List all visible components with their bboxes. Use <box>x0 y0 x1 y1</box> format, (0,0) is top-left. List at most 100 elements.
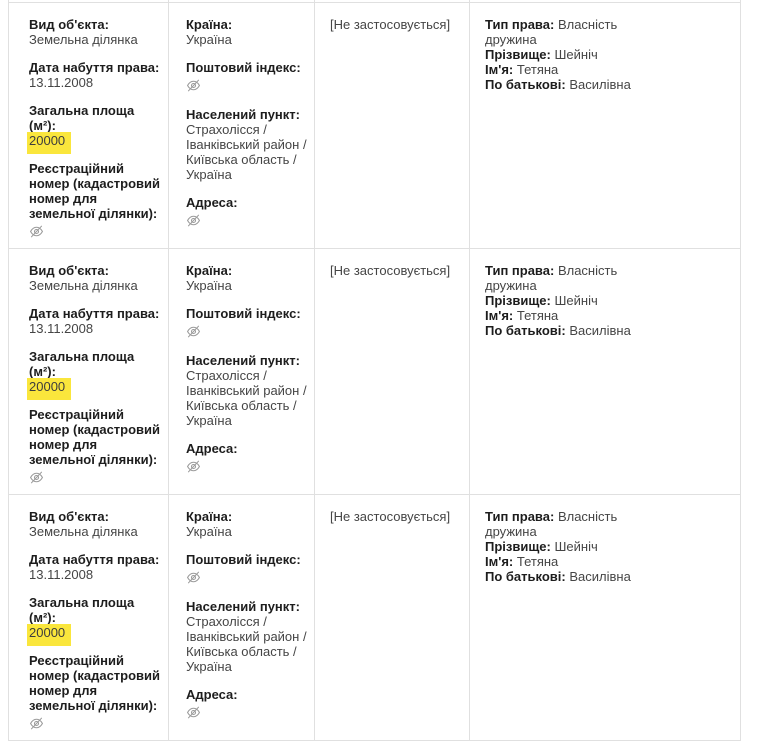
country-group: Країна: Україна <box>186 263 312 293</box>
total-area-label: Загальна площа (м²): <box>29 595 135 625</box>
right-type-value: Власність <box>557 17 618 32</box>
patronymic-value: Василівна <box>569 77 631 92</box>
object-kind-label: Вид об'єкта: <box>29 263 109 278</box>
total-area-group: Загальна площа (м²): 20000 <box>27 595 162 646</box>
registration-number-label: Реєстраційний номер (кадастровий номер д… <box>29 653 161 713</box>
surname-value: Шейніч <box>554 293 598 308</box>
eye-off-icon <box>186 460 201 473</box>
registration-number-label: Реєстраційний номер (кадастровий номер д… <box>29 407 161 467</box>
eye-off-icon <box>186 706 201 719</box>
address-group: Адреса: <box>186 441 312 475</box>
registration-number-group: Реєстраційний номер (кадастровий номер д… <box>29 407 162 486</box>
patronymic-label: По батькові: <box>485 569 566 584</box>
acquire-date-group: Дата набуття права: 13.11.2008 <box>29 306 162 336</box>
settlement-value: Страхолісся / Іванківський район / Київс… <box>186 122 307 182</box>
cell-not-applicable: [Не застосовується] <box>314 494 470 741</box>
address-label: Адреса: <box>186 195 238 210</box>
acquire-date-group: Дата набуття права: 13.11.2008 <box>29 552 162 582</box>
country-value: Україна <box>186 278 232 293</box>
cell-rights-info: Тип права: Власність дружина Прізвище: Ш… <box>469 248 741 495</box>
address-label: Адреса: <box>186 687 238 702</box>
owner-relation-value: дружина <box>485 32 537 47</box>
declaration-page: { "colors": { "highlight": "#fae63c", "b… <box>8 0 741 741</box>
object-kind-label: Вид об'єкта: <box>29 509 109 524</box>
settlement-group: Населений пункт: Страхолісся / Іванківсь… <box>186 599 312 674</box>
cell-location-info: Країна: Україна Поштовий індекс: Населен… <box>168 494 315 741</box>
eye-off-icon <box>186 79 201 92</box>
patronymic-label: По батькові: <box>485 323 566 338</box>
first-name-label: Ім'я: <box>485 554 514 569</box>
country-value: Україна <box>186 32 232 47</box>
registration-number-hidden-value <box>29 224 162 240</box>
total-area-value-highlighted: 20000 <box>27 624 72 646</box>
table-row: Вид об'єкта: Земельна ділянка Дата набут… <box>8 494 741 741</box>
postal-code-group: Поштовий індекс: <box>186 552 312 586</box>
surname-label: Прізвище: <box>485 539 551 554</box>
total-area-group: Загальна площа (м²): 20000 <box>27 349 162 400</box>
table-row: Вид об'єкта: Земельна ділянка Дата набут… <box>8 248 741 495</box>
country-label: Країна: <box>186 17 233 32</box>
postal-code-group: Поштовий індекс: <box>186 306 312 340</box>
country-label: Країна: <box>186 509 233 524</box>
postal-code-hidden-value <box>186 324 312 340</box>
object-kind-group: Вид об'єкта: Земельна ділянка <box>29 509 162 539</box>
country-group: Країна: Україна <box>186 509 312 539</box>
acquire-date-group: Дата набуття права: 13.11.2008 <box>29 60 162 90</box>
cell-location-info: Країна: Україна Поштовий індекс: Населен… <box>168 248 315 495</box>
acquire-date-value: 13.11.2008 <box>29 321 94 336</box>
registration-number-hidden-value <box>29 470 162 486</box>
surname-value: Шейніч <box>554 47 598 62</box>
owner-relation-value: дружина <box>485 524 537 539</box>
object-kind-label: Вид об'єкта: <box>29 17 109 32</box>
address-label: Адреса: <box>186 441 238 456</box>
settlement-group: Населений пункт: Страхолісся / Іванківсь… <box>186 353 312 428</box>
cell-not-applicable: [Не застосовується] <box>314 2 470 249</box>
object-kind-group: Вид об'єкта: Земельна ділянка <box>29 17 162 47</box>
address-group: Адреса: <box>186 195 312 229</box>
acquire-date-label: Дата набуття права: <box>29 306 160 321</box>
postal-code-hidden-value <box>186 78 312 94</box>
registration-number-group: Реєстраційний номер (кадастровий номер д… <box>29 653 162 732</box>
property-records-table: Вид об'єкта: Земельна ділянка Дата набут… <box>8 0 741 741</box>
settlement-label: Населений пункт: <box>186 353 300 368</box>
postal-code-label: Поштовий індекс: <box>186 306 301 321</box>
eye-off-icon <box>186 214 201 227</box>
cell-object-info: Вид об'єкта: Земельна ділянка Дата набут… <box>8 494 169 741</box>
first-name-value: Тетяна <box>516 308 559 323</box>
right-type-label: Тип права: <box>485 263 555 278</box>
not-applicable-text: [Не застосовується] <box>330 263 451 278</box>
settlement-value: Страхолісся / Іванківський район / Київс… <box>186 614 307 674</box>
cell-not-applicable: [Не застосовується] <box>314 248 470 495</box>
registration-number-label: Реєстраційний номер (кадастровий номер д… <box>29 161 161 221</box>
right-type-value: Власність <box>557 509 618 524</box>
records-table-body: Вид об'єкта: Земельна ділянка Дата набут… <box>8 0 741 741</box>
settlement-label: Населений пункт: <box>186 599 300 614</box>
owner-relation-value: дружина <box>485 278 537 293</box>
not-applicable-text: [Не застосовується] <box>330 509 451 524</box>
acquire-date-value: 13.11.2008 <box>29 567 94 582</box>
surname-label: Прізвище: <box>485 47 551 62</box>
address-group: Адреса: <box>186 687 312 721</box>
acquire-date-label: Дата набуття права: <box>29 60 160 75</box>
address-hidden-value <box>186 705 312 721</box>
address-hidden-value <box>186 213 312 229</box>
total-area-value-highlighted: 20000 <box>27 378 72 400</box>
first-name-label: Ім'я: <box>485 62 514 77</box>
cell-rights-info: Тип права: Власність дружина Прізвище: Ш… <box>469 2 741 249</box>
total-area-label: Загальна площа (м²): <box>29 349 135 379</box>
total-area-group: Загальна площа (м²): 20000 <box>27 103 162 154</box>
eye-off-icon <box>186 325 201 338</box>
surname-value: Шейніч <box>554 539 598 554</box>
country-group: Країна: Україна <box>186 17 312 47</box>
first-name-value: Тетяна <box>516 62 559 77</box>
cell-object-info: Вид об'єкта: Земельна ділянка Дата набут… <box>8 2 169 249</box>
cell-rights-info: Тип права: Власність дружина Прізвище: Ш… <box>469 494 741 741</box>
eye-off-icon <box>29 471 44 484</box>
object-kind-value: Земельна ділянка <box>29 32 138 47</box>
object-kind-value: Земельна ділянка <box>29 278 138 293</box>
postal-code-hidden-value <box>186 570 312 586</box>
first-name-value: Тетяна <box>516 554 559 569</box>
first-name-label: Ім'я: <box>485 308 514 323</box>
country-label: Країна: <box>186 263 233 278</box>
eye-off-icon <box>29 225 44 238</box>
